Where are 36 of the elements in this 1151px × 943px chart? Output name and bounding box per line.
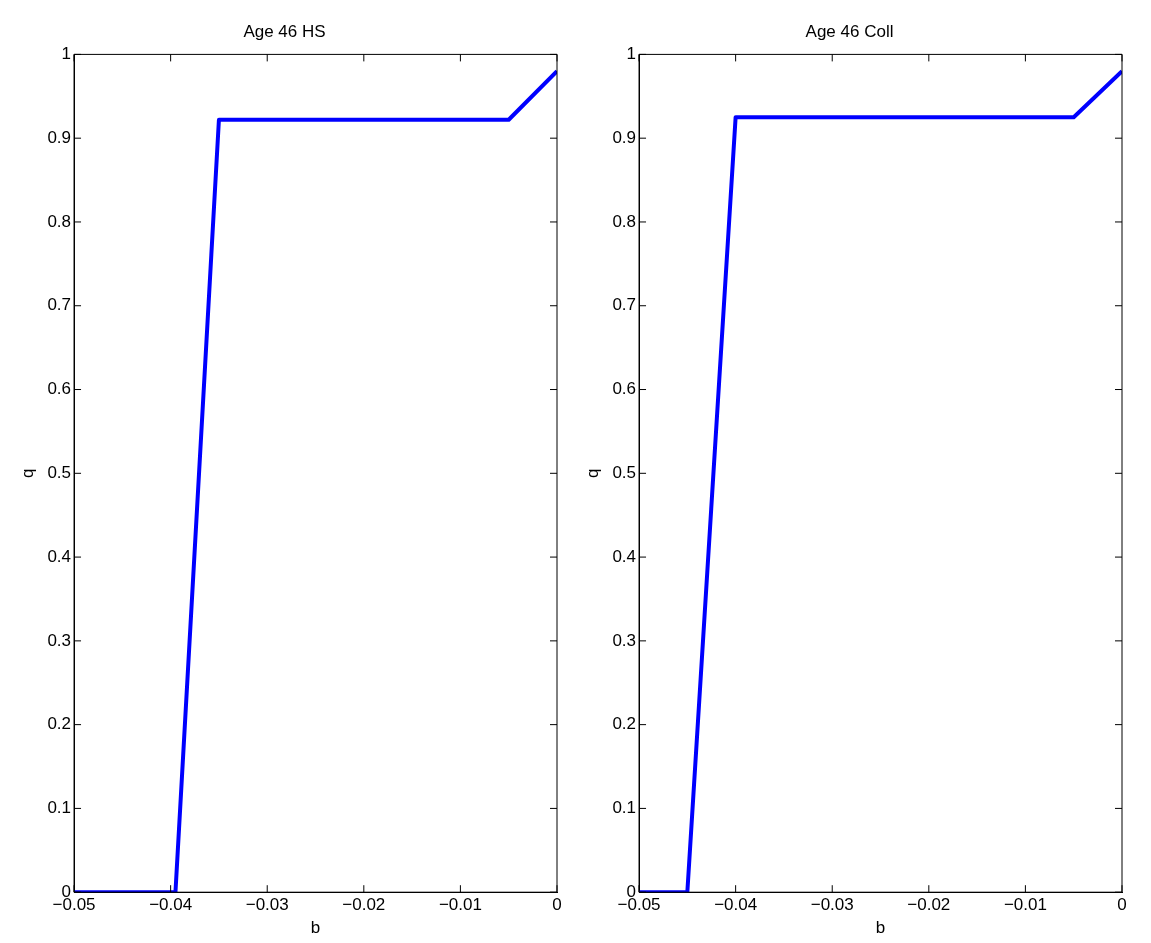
y-tick-label: 0.8 <box>47 211 72 231</box>
y-axis-title: q <box>582 468 602 479</box>
chart-title: Age 46 HS <box>243 21 326 41</box>
y-tick-label: 0.4 <box>47 546 72 566</box>
x-axis-title: b <box>310 918 321 938</box>
y-tick-label: 0.9 <box>612 127 637 147</box>
y-tick-label: 0.5 <box>47 462 72 482</box>
x-tick-label: −0.01 <box>1003 895 1047 915</box>
y-tick-label: 0.2 <box>612 714 637 734</box>
x-tick-label: 0 <box>552 895 562 915</box>
x-tick-label: −0.01 <box>438 895 482 915</box>
x-axis-title: b <box>875 918 886 938</box>
x-tick-label: −0.04 <box>149 895 193 915</box>
x-tick-label: −0.03 <box>245 895 289 915</box>
y-tick-label: 0.7 <box>612 295 637 315</box>
chart-title: Age 46 Coll <box>805 21 894 41</box>
y-tick-label: 0.1 <box>47 798 72 818</box>
y-tick-label: 0.4 <box>612 546 637 566</box>
y-tick-label: 0.6 <box>612 379 637 399</box>
x-tick-label: −0.04 <box>714 895 758 915</box>
y-tick-label: 0.8 <box>612 211 637 231</box>
y-tick-label: 1 <box>626 44 637 64</box>
y-tick-label: 0.5 <box>612 462 637 482</box>
x-tick-label: 0 <box>1117 895 1127 915</box>
x-tick-label: −0.03 <box>810 895 854 915</box>
y-axis-title: q <box>17 468 37 479</box>
y-tick-label: 0.9 <box>47 127 72 147</box>
y-tick-label: 0.7 <box>47 295 72 315</box>
x-tick-label: −0.02 <box>342 895 386 915</box>
y-tick-label: 0.3 <box>47 630 72 650</box>
y-tick-label: 0.6 <box>47 379 72 399</box>
y-tick-label: 0.1 <box>612 798 637 818</box>
y-tick-label: 1 <box>61 44 72 64</box>
y-tick-label: 0.3 <box>612 630 637 650</box>
y-tick-label: 0.2 <box>47 714 72 734</box>
x-tick-label: −0.02 <box>907 895 951 915</box>
